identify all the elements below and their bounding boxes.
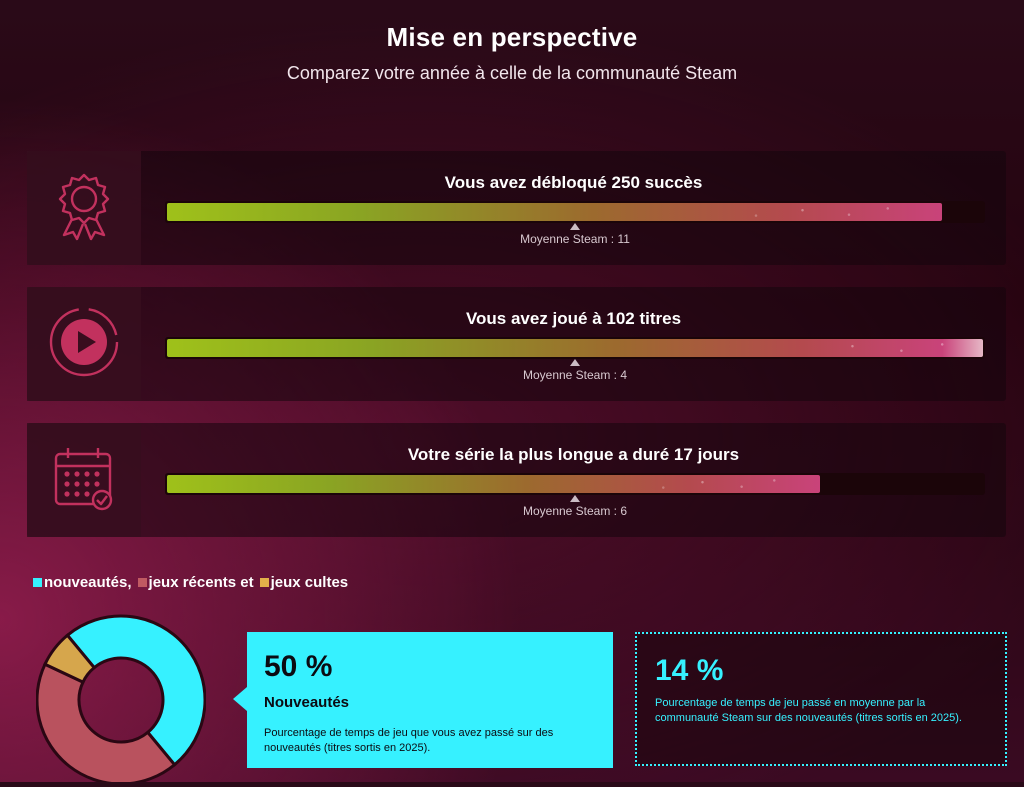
stat-bar-track — [165, 337, 985, 359]
header: Mise en perspective Comparez votre année… — [0, 22, 1024, 84]
average-marker — [570, 223, 580, 230]
panel-community-share: 14 % Pourcentage de temps de jeu passé e… — [635, 632, 1007, 766]
stat-icon-box — [27, 287, 141, 401]
legend-swatch — [33, 578, 42, 587]
community-percent: 14 % — [655, 654, 724, 687]
your-category-label: Nouveautés — [264, 694, 350, 711]
play-circle-icon — [48, 306, 120, 383]
stat-bar-fill — [167, 203, 942, 221]
playtime-legend: nouveautés, jeux récents et jeux cultes — [33, 574, 348, 591]
panel-your-share: 50 % Nouveautés Pourcentage de temps de … — [233, 632, 613, 768]
donut-segment-jeux-récents — [35, 662, 177, 786]
stat-title: Votre série la plus longue a duré 17 jou… — [407, 445, 740, 464]
legend-item-new: nouveautés, — [33, 574, 132, 591]
stat-title: Vous avez débloqué 250 succès — [444, 173, 703, 192]
stat-bar-fill — [167, 339, 983, 357]
stat-title: Vous avez joué à 102 titres — [465, 309, 682, 328]
calendar-check-icon — [50, 444, 118, 517]
stat-bar-fill — [167, 475, 820, 493]
average-label: Moyenne Steam : 4 — [522, 368, 628, 382]
legend-item-classic: jeux cultes — [259, 574, 349, 591]
stat-card-achievements: Vous avez débloqué 250 succès Moyenne St… — [27, 151, 1006, 265]
legend-swatch — [259, 578, 269, 587]
your-description: Pourcentage de temps de jeu que vous ave… — [264, 727, 554, 754]
legend-label: jeux récents et — [148, 574, 254, 591]
stat-card-streak: Votre série la plus longue a duré 17 jou… — [27, 423, 1006, 537]
donut-segment-nouveautés — [65, 614, 207, 767]
stat-icon-box — [27, 423, 141, 537]
legend-swatch — [137, 578, 147, 587]
legend-label: nouveautés, — [44, 574, 132, 591]
page-title: Mise en perspective — [386, 22, 638, 52]
stat-bar-track — [165, 473, 985, 495]
stat-bar-track — [165, 201, 985, 223]
average-marker — [570, 495, 580, 502]
community-description: Pourcentage de temps de jeu passé en moy… — [655, 697, 962, 724]
donut-segment-jeux-cultes — [42, 633, 97, 685]
average-label: Moyenne Steam : 6 — [522, 504, 628, 518]
page-subtitle: Comparez votre année à celle de la commu… — [286, 63, 738, 83]
legend-label: jeux cultes — [270, 574, 349, 591]
award-ribbon-icon — [52, 171, 116, 246]
average-label: Moyenne Steam : 11 — [520, 232, 630, 246]
stat-icon-box — [27, 151, 141, 265]
stat-card-titles-played: Vous avez joué à 102 titres Moyenne Stea… — [27, 287, 1006, 401]
playtime-donut-chart — [35, 614, 207, 787]
average-marker — [570, 359, 580, 366]
legend-item-recent: jeux récents et — [137, 574, 254, 591]
your-percent: 50 % — [264, 650, 333, 683]
